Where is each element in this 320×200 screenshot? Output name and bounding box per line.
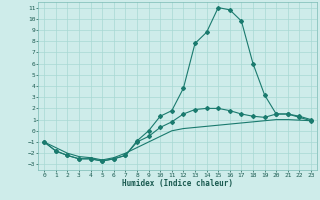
- X-axis label: Humidex (Indice chaleur): Humidex (Indice chaleur): [122, 179, 233, 188]
